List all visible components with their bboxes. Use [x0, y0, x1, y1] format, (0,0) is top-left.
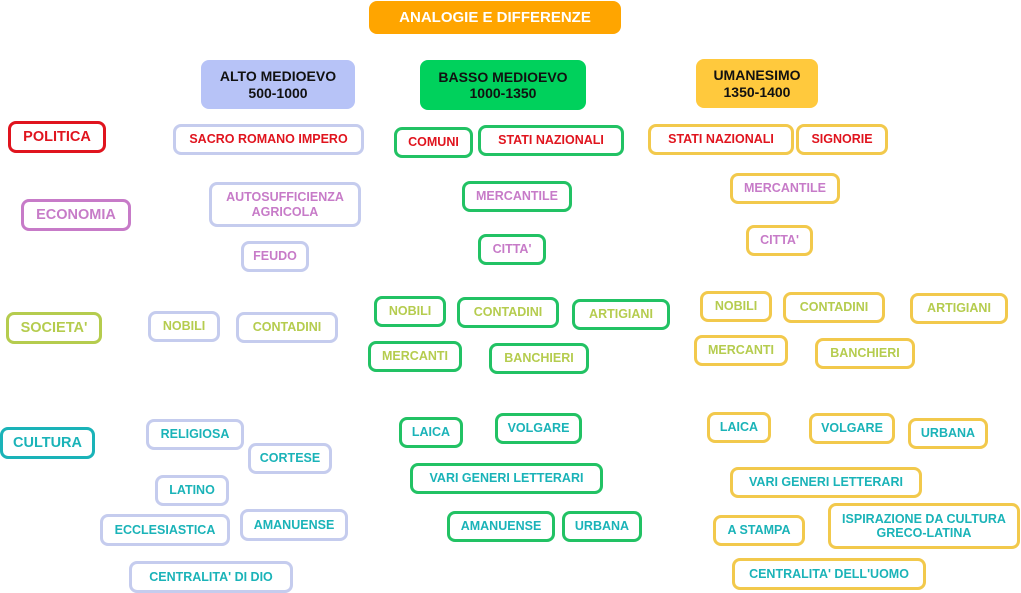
- node-umanesimo-economia: CITTA': [746, 225, 813, 256]
- node-basso-cultura: LAICA: [399, 417, 463, 448]
- column-name: BASSO MEDIOEVO: [438, 68, 568, 85]
- node-alto-economia: FEUDO: [241, 241, 309, 272]
- node-umanesimo-societa: BANCHIERI: [815, 338, 915, 369]
- node-basso-cultura: AMANUENSE: [447, 511, 555, 542]
- node-alto-cultura: AMANUENSE: [240, 509, 348, 541]
- row-label-societa: SOCIETA': [6, 312, 102, 344]
- row-label-economia: ECONOMIA: [21, 199, 131, 231]
- column-header-alto-medioevo: ALTO MEDIOEVO 500-1000: [201, 60, 355, 109]
- node-umanesimo-cultura: LAICA: [707, 412, 771, 443]
- node-basso-societa: BANCHIERI: [489, 343, 589, 374]
- node-basso-societa: NOBILI: [374, 296, 446, 327]
- node-umanesimo-economia: MERCANTILE: [730, 173, 840, 204]
- node-umanesimo-societa: CONTADINI: [783, 292, 885, 323]
- column-name: ALTO MEDIOEVO: [219, 68, 337, 85]
- node-alto-cultura: LATINO: [155, 475, 229, 506]
- column-period: 1350-1400: [723, 83, 791, 100]
- node-umanesimo-cultura: VARI GENERI LETTERARI: [730, 467, 922, 498]
- node-basso-cultura: VOLGARE: [495, 413, 582, 444]
- row-label-cultura: CULTURA: [0, 427, 95, 459]
- node-umanesimo-cultura: A STAMPA: [713, 515, 805, 546]
- node-umanesimo-societa: MERCANTI: [694, 335, 788, 366]
- node-umanesimo-politica: SIGNORIE: [796, 124, 888, 155]
- node-basso-societa: CONTADINI: [457, 297, 559, 328]
- node-alto-societa: NOBILI: [148, 311, 220, 342]
- column-period: 500-1000: [248, 84, 308, 101]
- node-alto-economia: AUTOSUFFICIENZA AGRICOLA: [209, 182, 361, 227]
- node-umanesimo-cultura: VOLGARE: [809, 413, 895, 444]
- node-alto-cultura: ECCLESIASTICA: [100, 514, 230, 546]
- row-label-politica: POLITICA: [8, 121, 106, 153]
- node-umanesimo-societa: NOBILI: [700, 291, 772, 322]
- node-basso-societa: ARTIGIANI: [572, 299, 670, 330]
- node-basso-economia: CITTA': [478, 234, 546, 265]
- node-umanesimo-cultura: ISPIRAZIONE DA CULTURA GRECO-LATINA: [828, 503, 1020, 549]
- node-alto-cultura: CORTESE: [248, 443, 332, 474]
- node-basso-economia: MERCANTILE: [462, 181, 572, 212]
- node-umanesimo-societa: ARTIGIANI: [910, 293, 1008, 324]
- node-umanesimo-cultura: URBANA: [908, 418, 988, 449]
- column-header-umanesimo: UMANESIMO 1350-1400: [696, 59, 818, 108]
- node-umanesimo-politica: STATI NAZIONALI: [648, 124, 794, 155]
- node-alto-politica: SACRO ROMANO IMPERO: [173, 124, 364, 155]
- column-period: 1000-1350: [469, 85, 537, 101]
- node-alto-cultura: RELIGIOSA: [146, 419, 244, 450]
- node-basso-societa: MERCANTI: [368, 341, 462, 372]
- node-alto-societa: CONTADINI: [236, 312, 338, 343]
- node-umanesimo-cultura: CENTRALITA' DELL'UOMO: [732, 558, 926, 590]
- node-alto-cultura: CENTRALITA' DI DIO: [129, 561, 293, 593]
- node-basso-cultura: VARI GENERI LETTERARI: [410, 463, 603, 494]
- node-basso-politica: COMUNI: [394, 127, 473, 158]
- node-basso-politica: STATI NAZIONALI: [478, 125, 624, 156]
- column-name: UMANESIMO: [713, 67, 801, 84]
- node-basso-cultura: URBANA: [562, 511, 642, 542]
- diagram-title: ANALOGIE E DIFFERENZE: [369, 1, 621, 34]
- column-header-basso-medioevo: BASSO MEDIOEVO 1000-1350: [420, 60, 586, 110]
